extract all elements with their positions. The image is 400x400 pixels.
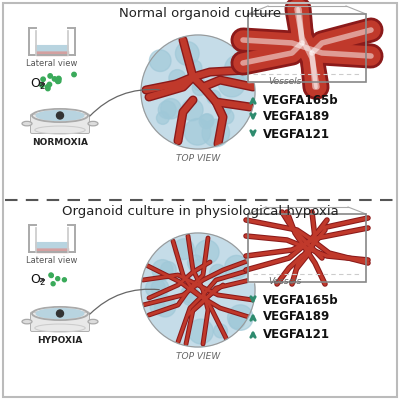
Circle shape: [202, 119, 230, 147]
Text: VEGFA121: VEGFA121: [263, 128, 330, 140]
Ellipse shape: [36, 110, 84, 120]
Circle shape: [187, 60, 202, 75]
Circle shape: [56, 76, 61, 81]
Text: HYPOXIA: HYPOXIA: [37, 336, 83, 345]
Circle shape: [190, 260, 204, 274]
Circle shape: [174, 239, 194, 260]
Text: O$_2$: O$_2$: [30, 76, 46, 92]
Circle shape: [158, 101, 176, 119]
Circle shape: [201, 114, 214, 127]
Circle shape: [152, 260, 173, 280]
Circle shape: [56, 310, 64, 317]
Circle shape: [169, 70, 186, 86]
Circle shape: [210, 264, 226, 281]
Circle shape: [214, 324, 228, 338]
Circle shape: [156, 112, 169, 124]
Circle shape: [199, 114, 214, 129]
FancyBboxPatch shape: [36, 243, 68, 248]
Circle shape: [188, 319, 213, 344]
Text: VEGFA165b: VEGFA165b: [263, 94, 339, 106]
Circle shape: [56, 77, 61, 81]
Circle shape: [176, 42, 199, 65]
Circle shape: [49, 274, 53, 278]
Circle shape: [193, 78, 206, 90]
Circle shape: [229, 313, 245, 329]
Circle shape: [56, 79, 61, 83]
Bar: [36, 248, 68, 252]
Ellipse shape: [88, 319, 98, 324]
Circle shape: [218, 102, 231, 116]
Circle shape: [41, 77, 45, 82]
Circle shape: [151, 279, 169, 297]
Bar: [248, 214, 366, 282]
Bar: [36, 51, 68, 55]
Circle shape: [56, 112, 64, 119]
Text: VEGFA165b: VEGFA165b: [263, 294, 339, 306]
Circle shape: [225, 255, 248, 279]
Ellipse shape: [22, 319, 32, 324]
Text: NORMOXIA: NORMOXIA: [32, 138, 88, 147]
Text: Normal organoid culture: Normal organoid culture: [119, 7, 281, 20]
Text: VEGFA189: VEGFA189: [263, 110, 330, 124]
Circle shape: [207, 90, 221, 104]
Text: Lateral view: Lateral view: [26, 59, 78, 68]
Ellipse shape: [22, 121, 32, 126]
Circle shape: [40, 83, 44, 87]
FancyBboxPatch shape: [30, 114, 90, 134]
Text: VEGFA121: VEGFA121: [263, 328, 330, 340]
Text: Vessels: Vessels: [268, 77, 302, 86]
Ellipse shape: [88, 121, 98, 126]
Bar: [248, 14, 366, 82]
Circle shape: [141, 35, 255, 149]
Circle shape: [51, 282, 55, 286]
Circle shape: [46, 85, 50, 89]
Circle shape: [52, 77, 57, 81]
Text: TOP VIEW: TOP VIEW: [176, 352, 220, 361]
Circle shape: [184, 118, 211, 145]
Circle shape: [56, 79, 60, 84]
Circle shape: [219, 109, 234, 124]
Circle shape: [161, 98, 181, 119]
Bar: [248, 214, 366, 282]
Circle shape: [192, 80, 207, 96]
Circle shape: [72, 72, 76, 77]
Circle shape: [62, 278, 66, 282]
Circle shape: [181, 287, 194, 299]
Circle shape: [141, 233, 255, 347]
Circle shape: [49, 273, 53, 277]
Circle shape: [181, 99, 203, 121]
Circle shape: [150, 300, 165, 315]
Circle shape: [47, 82, 52, 87]
Text: Vessels: Vessels: [268, 277, 302, 286]
Circle shape: [228, 305, 253, 330]
Circle shape: [182, 287, 200, 306]
FancyBboxPatch shape: [36, 46, 68, 51]
Circle shape: [160, 262, 176, 277]
Circle shape: [146, 278, 165, 298]
Text: Lateral view: Lateral view: [26, 256, 78, 265]
Text: Organoid culture in physiological hypoxia: Organoid culture in physiological hypoxi…: [62, 205, 338, 218]
Circle shape: [150, 50, 171, 72]
Circle shape: [218, 70, 245, 97]
Circle shape: [56, 277, 60, 281]
Circle shape: [46, 86, 50, 91]
Circle shape: [154, 296, 176, 317]
Bar: [248, 14, 366, 82]
Ellipse shape: [36, 308, 84, 318]
Text: O$_2$: O$_2$: [30, 272, 46, 288]
Circle shape: [181, 285, 199, 303]
Circle shape: [225, 55, 252, 82]
Circle shape: [195, 240, 219, 264]
Circle shape: [48, 74, 52, 78]
Text: TOP VIEW: TOP VIEW: [176, 154, 220, 163]
Text: VEGFA189: VEGFA189: [263, 310, 330, 324]
FancyBboxPatch shape: [30, 312, 90, 332]
Circle shape: [188, 255, 204, 271]
